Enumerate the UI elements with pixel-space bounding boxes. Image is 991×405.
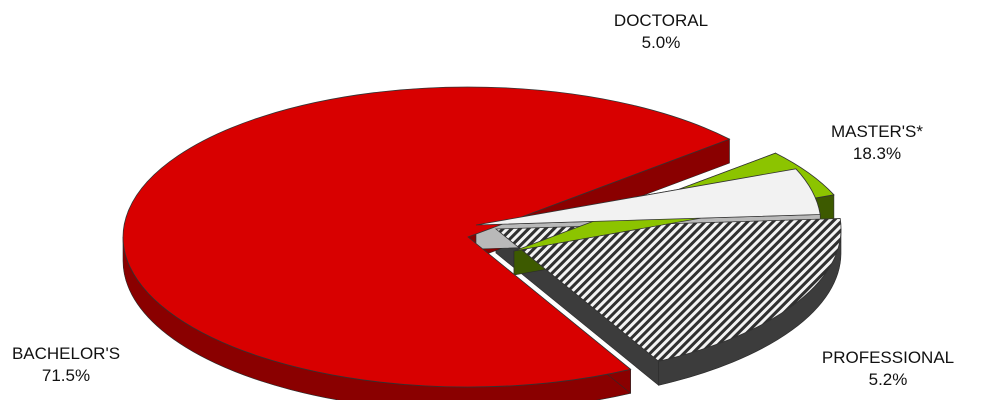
label-masters-value: 18.3% <box>852 144 902 163</box>
slice-doctoral-top <box>475 168 821 226</box>
label-professional-name: PROFESSIONAL <box>821 348 955 367</box>
label-doctoral: DOCTORAL 5.0% <box>566 10 756 54</box>
slice-tops-layer <box>122 86 842 388</box>
label-professional: PROFESSIONAL 5.2% <box>793 347 983 391</box>
label-bachelors-name: BACHELOR'S <box>11 344 121 363</box>
label-doctoral-value: 5.0% <box>641 33 681 52</box>
label-masters: MASTER'S* 18.3% <box>782 121 972 165</box>
label-professional-value: 5.2% <box>868 370 908 389</box>
label-bachelors: BACHELOR'S 71.5% <box>0 343 161 387</box>
slice-bachelor-s-top <box>122 86 731 388</box>
slice-master-s-top <box>494 218 842 362</box>
label-doctoral-name: DOCTORAL <box>613 11 709 30</box>
label-masters-name: MASTER'S* <box>830 122 924 141</box>
label-bachelors-value: 71.5% <box>41 366 91 385</box>
